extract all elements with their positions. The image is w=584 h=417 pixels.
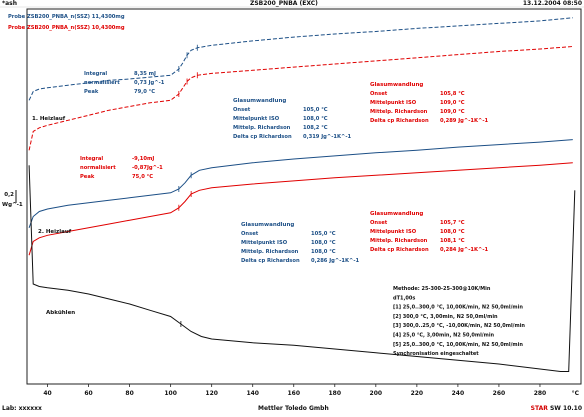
glass-red-1-label: Mittelp. Richardson: [370, 109, 428, 115]
software-version: SW 10.10: [549, 405, 582, 412]
plot-frame: [26, 8, 582, 385]
glass-blue-1-label: Mittelpunkt ISO: [233, 116, 280, 122]
x-tick-label: 180: [329, 390, 342, 397]
x-tick-label: 60: [84, 390, 92, 397]
x-tick-label: 120: [205, 390, 218, 397]
curve-abk-hlen: [28, 165, 576, 372]
integral-blue-label: Integral: [84, 71, 107, 77]
glass-blue-1-label: Mittelp. Richardson: [233, 125, 291, 131]
glass-blue-1-value: 0,319 Jg^-1K^-1: [303, 134, 351, 140]
legend-entry: Probe ZSB200_PNBA_n(SSZ) 10,4300mg: [8, 25, 125, 31]
integral-blue-value: 0,73 Jg^-1: [134, 80, 165, 86]
glass-red-2-label: Mittelp. Richardson: [370, 238, 428, 244]
method-line: dT1,00s: [393, 295, 415, 301]
x-tick-label: 280: [534, 390, 547, 397]
run-label: Abkühlen: [46, 310, 75, 316]
glass-blue-1-title: Glasumwandlung: [233, 98, 286, 104]
glass-blue-1-value: 108,2 °C: [303, 125, 328, 131]
glass-red-2-label: Delta cp Richardson: [370, 247, 429, 253]
footer-left: Lab: xxxxxx: [2, 405, 42, 412]
glass-blue-2-title: Glasumwandlung: [241, 222, 294, 228]
glass-red-1-label: Onset: [370, 91, 388, 97]
integral-red-value: -9,10mJ: [132, 156, 154, 162]
glass-blue-1-value: 105,0 °C: [303, 107, 328, 113]
header-datetime: 13.12.2004 08:50: [522, 0, 582, 7]
glass-blue-2-label: Delta cp Richardson: [241, 258, 300, 264]
glass-blue-2-label: Mittelp. Richardson: [241, 249, 299, 255]
x-tick-label: 140: [246, 390, 259, 397]
glass-red-1-value: 105,8 °C: [440, 91, 465, 97]
glass-red-1-value: 109,0 °C: [440, 109, 465, 115]
integral-red-value: 75,0 °C: [132, 174, 153, 180]
x-tick-label: 200: [370, 390, 383, 397]
method-line: [1] 25,0..300,0 °C, 10,00K/min, N2 50,0m…: [393, 305, 523, 311]
header-left: *ash: [2, 0, 18, 7]
glass-red-1-value: 109,0 °C: [440, 100, 465, 106]
curve-1-heizlauf: [28, 46, 573, 151]
glass-red-1-title: Glasumwandlung: [370, 82, 423, 88]
y-unit-label: Wg^-1: [2, 202, 23, 208]
integral-blue-label: Peak: [84, 89, 99, 95]
star-logo: STAR: [530, 405, 548, 412]
integral-red-label: Integral: [80, 156, 103, 162]
integral-red-label: Peak: [80, 174, 95, 180]
glass-blue-2-value: 108,0 °C: [311, 249, 336, 255]
glass-red-2-value: 105,7 °C: [440, 220, 465, 226]
method-line: Methode: 25-300-25-300@10K/Min: [393, 286, 491, 292]
glass-red-1-value: 0,289 Jg^-1K^-1: [440, 118, 488, 124]
integral-red-label: normalisiert: [80, 165, 116, 171]
y-scale-label: 0,2: [4, 192, 14, 198]
glass-blue-2-label: Mittelpunkt ISO: [241, 240, 288, 246]
footer-center: Mettler Toledo Gmbh: [258, 405, 329, 412]
integral-blue-value: 79,0 °C: [134, 89, 155, 95]
legend-entry: Probe ZSB200_PNBA_n(SSZ) 11,4300mg: [8, 14, 125, 20]
glass-blue-1-label: Onset: [233, 107, 251, 113]
glass-blue-2-label: Onset: [241, 231, 259, 237]
method-line: [4] 25,0 °C, 3,00min, N2 50,0ml/min: [393, 333, 495, 339]
x-tick-label: 240: [452, 390, 465, 397]
integral-blue-value: 8,35 mJ: [134, 71, 156, 77]
x-tick-label: 160: [287, 390, 300, 397]
glass-red-2-value: 0,284 Jg^-1K^-1: [440, 247, 488, 253]
run-label: 2. Heizlauf: [38, 229, 72, 235]
header-title: ZSB200_PNBA (EXC): [250, 0, 318, 7]
x-tick-label: 100: [164, 390, 177, 397]
x-tick-label: 260: [493, 390, 506, 397]
method-line: [3] 300,0..25,0 °C, -10,00K/min, N2 50,0…: [393, 323, 525, 329]
x-tick-label: 80: [125, 390, 133, 397]
glass-blue-2-value: 108,0 °C: [311, 240, 336, 246]
method-line: [2] 300,0 °C, 3,00min, N2 50,0ml/min: [393, 314, 498, 320]
glass-red-2-value: 108,0 °C: [440, 229, 465, 235]
integral-red-value: -0,87Jg^-1: [132, 165, 163, 171]
method-line: Synchronisation eingeschaltet: [393, 351, 479, 357]
glass-red-2-title: Glasumwandlung: [370, 211, 423, 217]
footer-software: STAR SW 10.10: [531, 405, 582, 412]
x-axis-unit: °C: [572, 390, 580, 397]
curve-2-heizlauf: [28, 139, 573, 228]
glass-red-1-label: Mittelpunkt ISO: [370, 100, 417, 106]
glass-red-2-value: 108,1 °C: [440, 238, 465, 244]
method-line: [5] 25,0..300,0 °C, 10,00K/min, N2 50,0m…: [393, 342, 523, 348]
glass-blue-1-value: 108,0 °C: [303, 116, 328, 122]
curve-2-heizlauf: [28, 162, 573, 256]
x-tick-label: 220: [411, 390, 424, 397]
integral-blue-label: normalisiert: [84, 80, 120, 86]
glass-blue-1-label: Delta cp Richardson: [233, 134, 292, 140]
glass-red-1-label: Delta cp Richardson: [370, 118, 429, 124]
glass-blue-2-value: 0,286 Jg^-1K^-1: [311, 258, 359, 264]
x-tick-label: 40: [43, 390, 51, 397]
glass-blue-2-value: 105,0 °C: [311, 231, 336, 237]
run-label: 1. Heizlauf: [32, 116, 66, 122]
glass-red-2-label: Mittelpunkt ISO: [370, 229, 417, 235]
glass-red-2-label: Onset: [370, 220, 388, 226]
